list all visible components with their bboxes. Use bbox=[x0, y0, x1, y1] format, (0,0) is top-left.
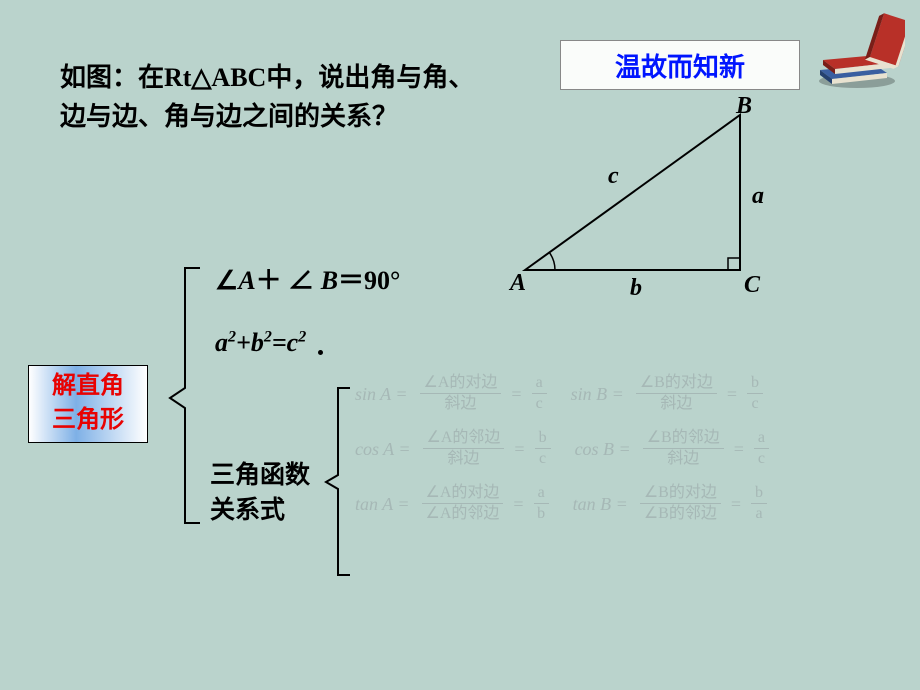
side-b-label: b bbox=[630, 275, 642, 301]
bracket-main bbox=[160, 258, 210, 533]
question-text: 如图：在Rt△ABC中，说出角与角、 边与边、角与边之间的关系？ bbox=[60, 58, 474, 136]
dot-marker bbox=[318, 350, 323, 355]
trig-label-1: 三角函数 bbox=[210, 455, 310, 491]
concept-box: 解直角 三角形 bbox=[28, 365, 148, 443]
vertex-B-label: B bbox=[735, 95, 752, 119]
bracket-sub bbox=[320, 380, 360, 585]
faint-row-tan: tan A = ∠A的对边∠A的邻边 = ab tan B = ∠B的对边∠B的… bbox=[355, 485, 775, 522]
concept-line1: 解直角 bbox=[52, 370, 124, 404]
right-triangle-diagram: A B C a b c bbox=[500, 95, 790, 305]
question-line2: 边与边、角与边之间的关系？ bbox=[60, 97, 474, 136]
header-banner: 温故而知新 bbox=[560, 40, 800, 90]
vertex-A-label: A bbox=[508, 270, 526, 296]
header-banner-text: 温故而知新 bbox=[615, 47, 745, 84]
books-icon bbox=[805, 10, 905, 90]
faint-row-sin: sin A = ∠A的对边斜边 = ac sin B = ∠B的对边斜边 = b… bbox=[355, 375, 775, 412]
question-line1: 如图：在Rt△ABC中，说出角与角、 bbox=[60, 58, 474, 97]
trig-label-2: 关系式 bbox=[210, 490, 285, 526]
side-a-label: a bbox=[752, 183, 764, 209]
vertex-C-label: C bbox=[744, 272, 761, 298]
formula-pythagoras: a2+b2=c2 bbox=[215, 328, 306, 358]
faint-formula-block: sin A = ∠A的对边斜边 = ac sin B = ∠B的对边斜边 = b… bbox=[355, 375, 775, 540]
side-c-label: c bbox=[608, 163, 619, 189]
formula-angle-sum: ∠A＋ ∠ B＝90° bbox=[215, 260, 400, 297]
faint-row-cos: cos A = ∠A的邻边斜边 = bc cos B = ∠B的邻边斜边 = a… bbox=[355, 430, 775, 467]
concept-line2: 三角形 bbox=[52, 404, 124, 438]
